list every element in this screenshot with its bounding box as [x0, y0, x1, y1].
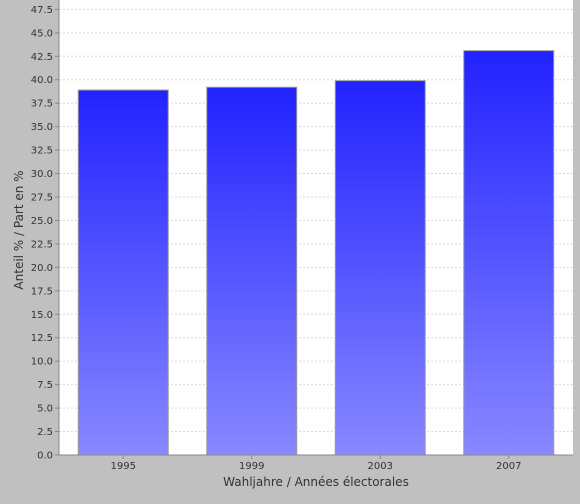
- x-axis-title: Wahljahre / Années électorales: [223, 475, 409, 489]
- y-tick-label: 2.5: [37, 427, 53, 438]
- y-tick-label: 7.5: [37, 380, 53, 391]
- y-tick-label: 27.5: [31, 193, 53, 204]
- y-tick-label: 20.0: [31, 263, 53, 274]
- y-tick-label: 37.5: [31, 99, 53, 110]
- x-tick-label: 1999: [239, 461, 264, 472]
- y-tick-label: 10.0: [31, 357, 53, 368]
- x-axis-ticks: 1995 1999 2003 2007: [111, 455, 521, 472]
- axes: [58, 0, 573, 456]
- x-tick-label: 2007: [496, 461, 521, 472]
- y-tick-label: 30.0: [31, 169, 53, 180]
- y-tick-label: 17.5: [31, 286, 53, 297]
- x-tick-label: 2003: [368, 461, 393, 472]
- x-tick-label: 1995: [111, 461, 136, 472]
- y-tick-label: 45.0: [31, 28, 53, 39]
- y-tick-label: 47.5: [31, 5, 53, 16]
- y-tick-label: 40.0: [31, 75, 53, 86]
- y-tick-label: 0.0: [37, 451, 53, 462]
- y-tick-label: 22.5: [31, 239, 53, 250]
- bar-1995: [77, 89, 169, 456]
- y-tick-label: 35.0: [31, 122, 53, 133]
- y-tick-label: 32.5: [31, 146, 53, 157]
- bars: [77, 50, 555, 456]
- bar-2007: [463, 50, 555, 456]
- y-tick-label: 42.5: [31, 52, 53, 63]
- y-tick-label: 15.0: [31, 310, 53, 321]
- y-axis-ticks: 0.0 2.5 5.0 7.5 10.0 12.5 15.0 17.5 20.0 22.5 25.0…: [31, 5, 59, 462]
- y-axis-title: Anteil % / Part en %: [12, 170, 26, 289]
- bar-2003: [334, 80, 426, 456]
- y-tick-label: 25.0: [31, 216, 53, 227]
- y-tick-label: 5.0: [37, 404, 53, 415]
- bar-1999: [206, 86, 298, 456]
- y-tick-label: 12.5: [31, 333, 53, 344]
